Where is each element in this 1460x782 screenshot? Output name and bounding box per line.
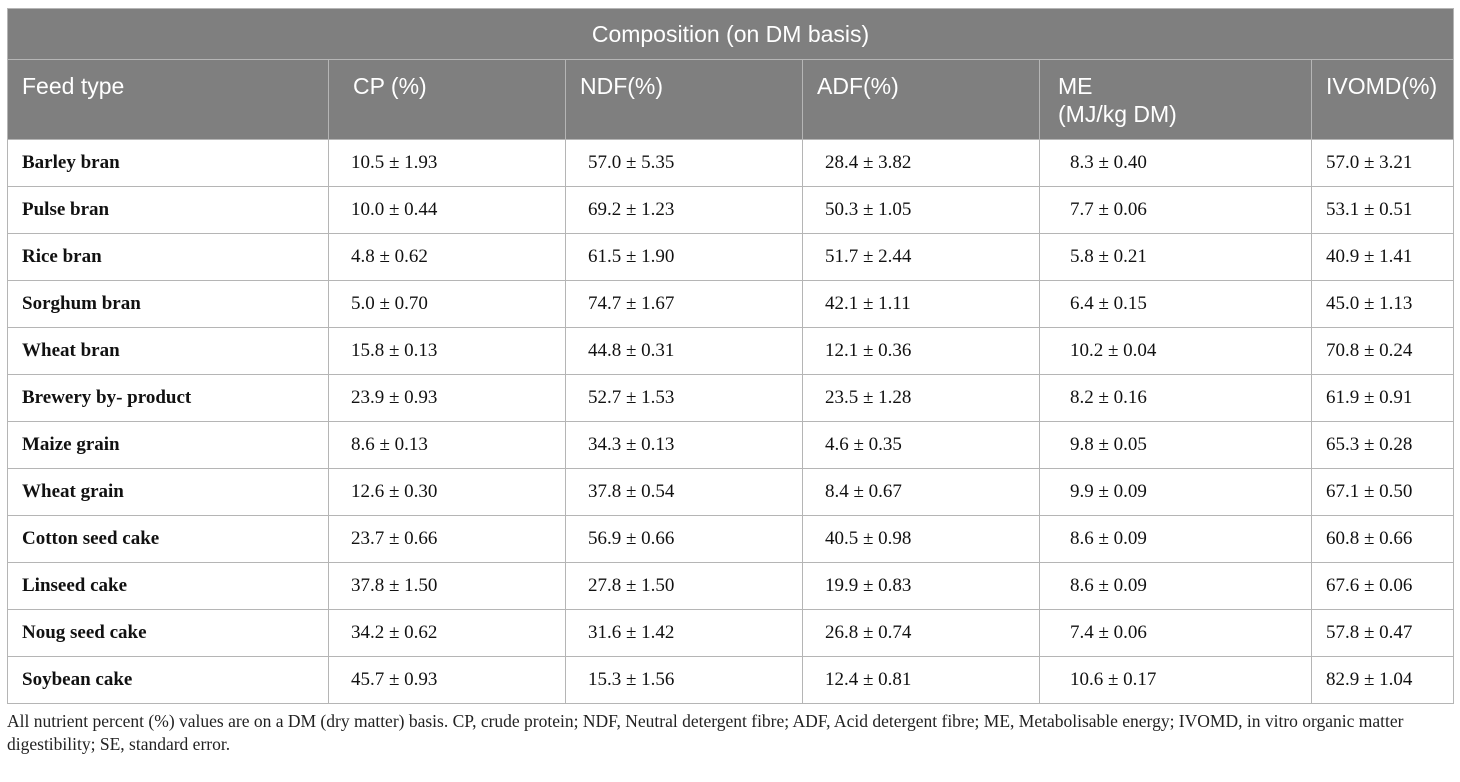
ndf-cell: 34.3 ± 0.13: [565, 421, 803, 469]
feed-type-cell: Wheat grain: [7, 468, 329, 516]
table-row: Cotton seed cake 23.7 ± 0.66 56.9 ± 0.66 40…: [7, 515, 1455, 563]
cp-cell: 4.8 ± 0.62: [328, 233, 566, 281]
ivomd-cell: 61.9 ± 0.91: [1310, 374, 1455, 422]
me-cell: 8.6 ± 0.09: [1039, 515, 1312, 563]
cp-cell: 45.7 ± 0.93: [328, 656, 566, 704]
me-cell: 8.2 ± 0.16: [1039, 374, 1312, 422]
composition-table-container: Composition (on DM basis) Feed type CP (…: [6, 8, 1455, 756]
table-row: Wheat bran 15.8 ± 0.13 44.8 ± 0.31 12.1 ± 0…: [7, 327, 1455, 375]
adf-cell: 23.5 ± 1.28: [802, 374, 1040, 422]
feed-type-cell: Brewery by- product: [7, 374, 329, 422]
adf-cell: 8.4 ± 0.67: [802, 468, 1040, 516]
me-cell: 10.6 ± 0.17: [1039, 656, 1312, 704]
column-header-row: Feed type CP (%) NDF(%) ADF(%) ME (MJ/kg…: [7, 59, 1455, 140]
column-header-ivomd: IVOMD(%): [1310, 59, 1455, 140]
ivomd-cell: 40.9 ± 1.41: [1310, 233, 1455, 281]
cp-cell: 23.7 ± 0.66: [328, 515, 566, 563]
adf-cell: 4.6 ± 0.35: [802, 421, 1040, 469]
table-row: Linseed cake 37.8 ± 1.50 27.8 ± 1.50 19.9 ±…: [7, 562, 1455, 610]
adf-cell: 26.8 ± 0.74: [802, 609, 1040, 657]
me-cell: 9.9 ± 0.09: [1039, 468, 1312, 516]
feed-type-cell: Barley bran: [7, 139, 329, 187]
group-header-row: Composition (on DM basis): [6, 8, 1455, 60]
table-row: Soybean cake 45.7 ± 0.93 15.3 ± 1.56 12.4 ±…: [7, 656, 1455, 704]
table-body: Barley bran 10.5 ± 1.93 57.0 ± 5.35 28.4 ± …: [7, 139, 1455, 704]
feed-type-cell: Wheat bran: [7, 327, 329, 375]
feed-type-cell: Rice bran: [7, 233, 329, 281]
table-footnote: All nutrient percent (%) values are on a…: [7, 711, 1404, 754]
feed-type-cell: Soybean cake: [7, 656, 329, 704]
table-row: Rice bran 4.8 ± 0.62 61.5 ± 1.90 51.7 ± 2.4…: [7, 233, 1455, 281]
adf-cell: 50.3 ± 1.05: [802, 186, 1040, 234]
group-header: Composition (on DM basis): [6, 8, 1455, 60]
ivomd-cell: 45.0 ± 1.13: [1310, 280, 1455, 328]
feed-type-cell: Maize grain: [7, 421, 329, 469]
column-header-me: ME (MJ/kg DM): [1039, 59, 1312, 140]
ndf-cell: 37.8 ± 0.54: [565, 468, 803, 516]
me-cell: 5.8 ± 0.21: [1039, 233, 1312, 281]
me-cell: 7.4 ± 0.06: [1039, 609, 1312, 657]
ivomd-cell: 67.6 ± 0.06: [1310, 562, 1455, 610]
me-cell: 7.7 ± 0.06: [1039, 186, 1312, 234]
table-row: Brewery by- product 23.9 ± 0.93 52.7 ± 1.5…: [7, 374, 1455, 422]
ndf-cell: 27.8 ± 1.50: [565, 562, 803, 610]
ndf-cell: 44.8 ± 0.31: [565, 327, 803, 375]
adf-cell: 12.1 ± 0.36: [802, 327, 1040, 375]
ivomd-cell: 57.8 ± 0.47: [1310, 609, 1455, 657]
ivomd-cell: 67.1 ± 0.50: [1310, 468, 1455, 516]
column-header-ndf: NDF(%): [565, 59, 803, 140]
ivomd-cell: 53.1 ± 0.51: [1310, 186, 1455, 234]
feed-type-cell: Sorghum bran: [7, 280, 329, 328]
ivomd-cell: 65.3 ± 0.28: [1310, 421, 1455, 469]
cp-cell: 34.2 ± 0.62: [328, 609, 566, 657]
table-row: Wheat grain 12.6 ± 0.30 37.8 ± 0.54 8.4 ± 0…: [7, 468, 1455, 516]
ndf-cell: 15.3 ± 1.56: [565, 656, 803, 704]
adf-cell: 28.4 ± 3.82: [802, 139, 1040, 187]
composition-table: Composition (on DM basis) Feed type CP (…: [6, 8, 1455, 704]
ndf-cell: 57.0 ± 5.35: [565, 139, 803, 187]
ivomd-cell: 82.9 ± 1.04: [1310, 656, 1455, 704]
ivomd-cell: 70.8 ± 0.24: [1310, 327, 1455, 375]
table-row: Pulse bran 10.0 ± 0.44 69.2 ± 1.23 50.3 ± 1…: [7, 186, 1455, 234]
table-row: Maize grain 8.6 ± 0.13 34.3 ± 0.13 4.6 ± 0.…: [7, 421, 1455, 469]
ivomd-cell: 57.0 ± 3.21: [1310, 139, 1455, 187]
cp-cell: 8.6 ± 0.13: [328, 421, 566, 469]
feed-type-cell: Cotton seed cake: [7, 515, 329, 563]
cp-cell: 37.8 ± 1.50: [328, 562, 566, 610]
me-cell: 8.3 ± 0.40: [1039, 139, 1312, 187]
ndf-cell: 69.2 ± 1.23: [565, 186, 803, 234]
table-row: Sorghum bran 5.0 ± 0.70 74.7 ± 1.67 42.1 ± …: [7, 280, 1455, 328]
table-row: Noug seed cake 34.2 ± 0.62 31.6 ± 1.42 26.8…: [7, 609, 1455, 657]
ndf-cell: 52.7 ± 1.53: [565, 374, 803, 422]
cp-cell: 15.8 ± 0.13: [328, 327, 566, 375]
me-cell: 10.2 ± 0.04: [1039, 327, 1312, 375]
ivomd-cell: 60.8 ± 0.66: [1310, 515, 1455, 563]
cp-cell: 5.0 ± 0.70: [328, 280, 566, 328]
adf-cell: 19.9 ± 0.83: [802, 562, 1040, 610]
column-header-feed-type: Feed type: [7, 59, 329, 140]
adf-cell: 40.5 ± 0.98: [802, 515, 1040, 563]
feed-type-cell: Pulse bran: [7, 186, 329, 234]
cp-cell: 12.6 ± 0.30: [328, 468, 566, 516]
adf-cell: 51.7 ± 2.44: [802, 233, 1040, 281]
column-header-adf: ADF(%): [802, 59, 1040, 140]
ndf-cell: 74.7 ± 1.67: [565, 280, 803, 328]
me-cell: 9.8 ± 0.05: [1039, 421, 1312, 469]
ndf-cell: 61.5 ± 1.90: [565, 233, 803, 281]
ndf-cell: 56.9 ± 0.66: [565, 515, 803, 563]
table-row: Barley bran 10.5 ± 1.93 57.0 ± 5.35 28.4 ± …: [7, 139, 1455, 187]
column-header-cp: CP (%): [328, 59, 566, 140]
feed-type-cell: Noug seed cake: [7, 609, 329, 657]
cp-cell: 10.0 ± 0.44: [328, 186, 566, 234]
me-cell: 6.4 ± 0.15: [1039, 280, 1312, 328]
cp-cell: 10.5 ± 1.93: [328, 139, 566, 187]
cp-cell: 23.9 ± 0.93: [328, 374, 566, 422]
adf-cell: 42.1 ± 1.11: [802, 280, 1040, 328]
ndf-cell: 31.6 ± 1.42: [565, 609, 803, 657]
adf-cell: 12.4 ± 0.81: [802, 656, 1040, 704]
me-cell: 8.6 ± 0.09: [1039, 562, 1312, 610]
feed-type-cell: Linseed cake: [7, 562, 329, 610]
